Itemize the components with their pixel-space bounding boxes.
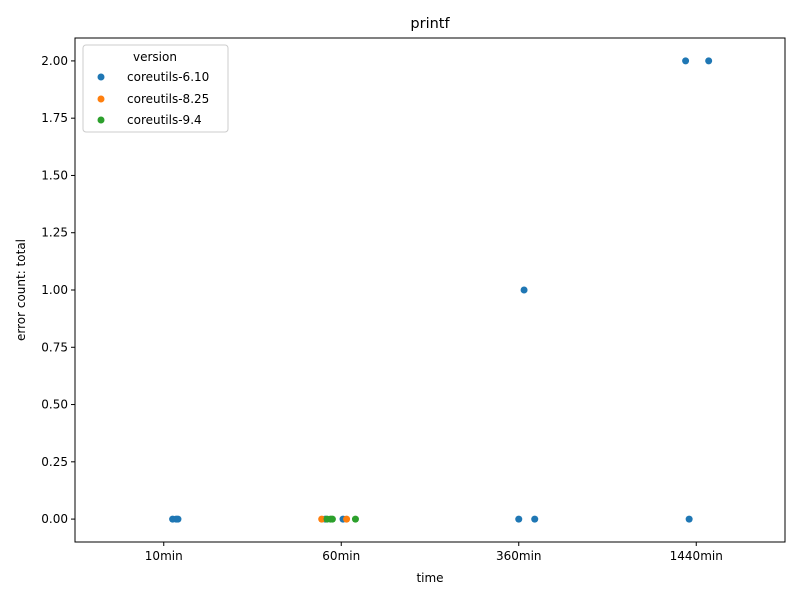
legend-entry-coreutils-9-4: coreutils-9.4 (127, 113, 202, 127)
data-point (328, 515, 336, 523)
legend: version coreutils-6.10 coreutils-8.25 co… (82, 44, 229, 133)
y-tick-label: 0.50 (41, 398, 68, 412)
data-point (705, 57, 713, 65)
y-tick-label: 0.75 (41, 340, 68, 354)
legend-marker-coreutils-8-25 (97, 95, 105, 103)
y-tick-label: 1.50 (41, 168, 68, 182)
legend-entry-coreutils-8-25: coreutils-8.25 (127, 92, 209, 106)
legend-entry-coreutils-6-10: coreutils-6.10 (127, 70, 209, 84)
y-tick-label: 1.75 (41, 111, 68, 125)
data-point (174, 515, 182, 523)
data-point (343, 515, 351, 523)
x-tick-label: 360min (496, 549, 542, 563)
x-tick-label: 1440min (670, 549, 723, 563)
data-point (682, 57, 690, 65)
axis-ticks: 10min 60min 360min 1440min 0.00 0.25 0.50 0.75 1… (41, 54, 723, 563)
legend-box (82, 44, 229, 133)
data-point (351, 515, 359, 523)
y-tick-label: 0.00 (41, 512, 68, 526)
data-points (169, 57, 713, 523)
y-tick-label: 1.00 (41, 283, 68, 297)
data-point (318, 515, 326, 523)
x-tick-label: 60min (322, 549, 360, 563)
legend-marker-coreutils-9-4 (97, 116, 105, 124)
plot-frame (74, 37, 786, 543)
y-tick-label: 0.25 (41, 455, 68, 469)
y-axis-label: error count: total (14, 239, 28, 341)
data-point (531, 515, 539, 523)
data-point (515, 515, 523, 523)
chart-title: printf (410, 16, 450, 32)
x-axis-label: time (416, 571, 443, 585)
data-point (685, 515, 693, 523)
y-tick-label: 2.00 (41, 54, 68, 68)
x-tick-label: 10min (145, 549, 183, 563)
y-tick-label: 1.25 (41, 226, 68, 240)
legend-title: version (133, 50, 177, 64)
legend-marker-coreutils-6-10 (97, 73, 105, 81)
data-point (520, 286, 528, 294)
